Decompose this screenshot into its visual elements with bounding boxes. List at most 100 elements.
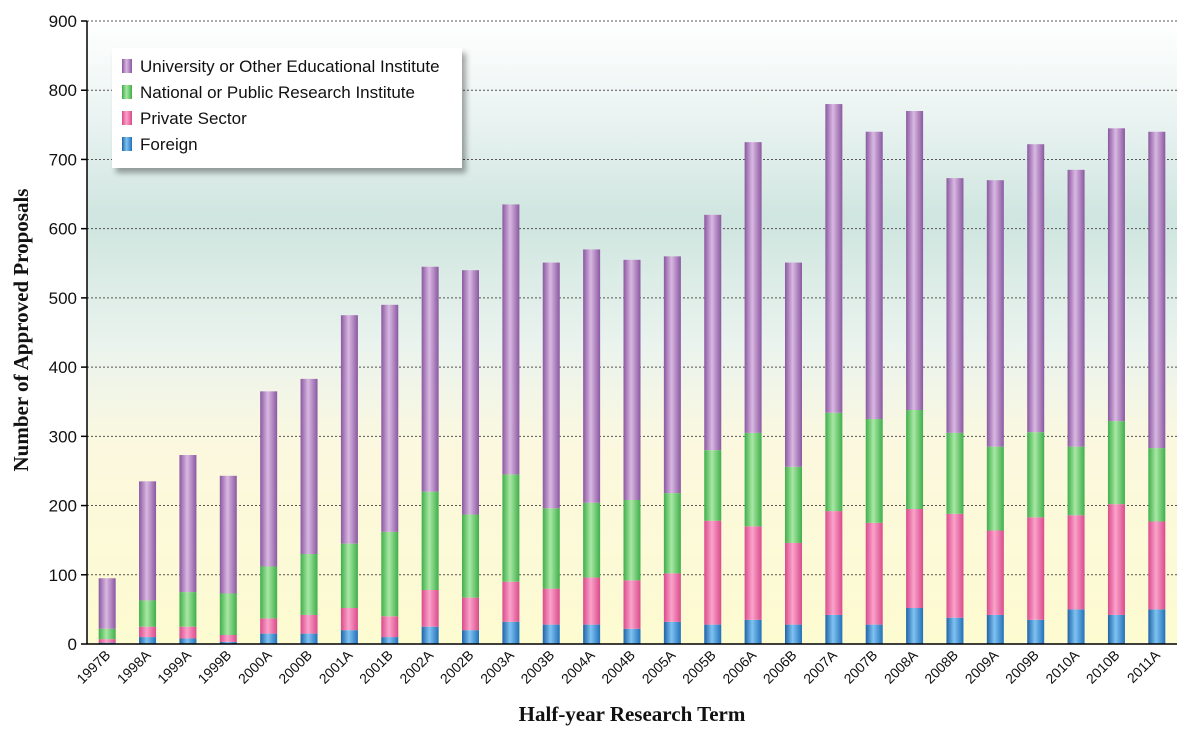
bar-university-or-other-educational-institute-1997b [98, 578, 116, 629]
bar-private-sector-1999b [219, 635, 237, 642]
legend-label-university-or-other-educational-institute: University or Other Educational Institut… [140, 57, 440, 76]
bar-national-or-public-research-institute-2011a [1148, 448, 1166, 522]
bar-national-or-public-research-institute-1999b [219, 593, 237, 636]
x-tick-label: 1997B [73, 647, 113, 687]
bar-stack-2008a [906, 110, 924, 644]
bar-foreign-2004a [583, 624, 601, 644]
bar-university-or-other-educational-institute-2001b [381, 304, 399, 532]
bar-private-sector-2004b [623, 580, 641, 629]
bar-foreign-2002a [421, 626, 439, 644]
legend-label-national-or-public-research-institute: National or Public Research Institute [140, 83, 415, 102]
y-tick-labels: 0 100 200 300 400 500 600 700 800 900 [49, 12, 87, 654]
bar-national-or-public-research-institute-2006a [744, 432, 762, 527]
bar-foreign-1999a [179, 638, 197, 644]
bar-national-or-public-research-institute-2004b [623, 500, 641, 581]
bar-foreign-2010a [1067, 609, 1085, 644]
bar-university-or-other-educational-institute-2008a [906, 110, 924, 411]
bar-national-or-public-research-institute-2006b [784, 466, 802, 543]
bar-national-or-public-research-institute-2008a [906, 410, 924, 510]
bar-foreign-2009b [1027, 619, 1045, 644]
x-tick-label: 2011A [1124, 646, 1164, 686]
x-tick-label: 2005B [679, 647, 719, 687]
x-tick-label: 2007B [840, 647, 880, 687]
bar-stack-2009a [986, 180, 1004, 644]
bar-private-sector-2008a [906, 509, 924, 609]
x-tick-label: 2008A [881, 646, 921, 686]
bar-stack-2000a [260, 391, 278, 644]
bar-foreign-2008b [946, 617, 964, 644]
bar-foreign-2008a [906, 608, 924, 644]
bar-stack-2011a [1148, 131, 1166, 644]
bar-stack-2005a [663, 256, 681, 644]
bar-stack-2007a [825, 104, 843, 644]
bar-national-or-public-research-institute-2002b [462, 514, 480, 598]
bar-stack-2004b [623, 259, 641, 644]
x-tick-label: 2006B [760, 647, 800, 687]
bar-national-or-public-research-institute-1999a [179, 592, 197, 627]
bar-private-sector-2006a [744, 526, 762, 620]
bar-national-or-public-research-institute-2003b [542, 508, 560, 589]
bar-national-or-public-research-institute-1998a [139, 600, 157, 627]
x-tick-label: 2008B [921, 647, 961, 687]
bar-national-or-public-research-institute-1997b [98, 628, 116, 640]
bar-foreign-2003b [542, 624, 560, 644]
y-tick-label: 400 [49, 358, 77, 377]
bar-foreign-2002b [462, 630, 480, 644]
legend: University or Other Educational Institut… [112, 48, 462, 168]
bar-stack-2002b [462, 270, 480, 644]
bar-stack-2003b [542, 262, 560, 644]
bar-stack-2010a [1067, 169, 1085, 644]
x-tick-label: 2002A [396, 646, 436, 686]
x-axis-title: Half-year Research Term [519, 702, 746, 726]
x-tick-label: 2010B [1083, 647, 1123, 687]
bar-foreign-1998a [139, 637, 157, 644]
x-tick-label: 2002B [437, 647, 477, 687]
bar-private-sector-2007a [825, 511, 843, 615]
bar-foreign-2006a [744, 619, 762, 644]
x-tick-label: 2009A [962, 646, 1002, 686]
y-tick-label: 900 [49, 12, 77, 31]
bar-foreign-2005a [663, 621, 681, 644]
bar-university-or-other-educational-institute-2001a [340, 315, 358, 544]
bar-university-or-other-educational-institute-2000a [260, 391, 278, 567]
x-tick-label: 2010A [1042, 646, 1082, 686]
bar-private-sector-2003b [542, 588, 560, 625]
bar-foreign-1999b [219, 641, 237, 644]
bar-foreign-2007a [825, 614, 843, 644]
bars [98, 104, 1166, 644]
bar-university-or-other-educational-institute-2002a [421, 266, 439, 492]
bar-private-sector-2006b [784, 542, 802, 625]
bar-stack-2008b [946, 178, 964, 644]
bar-university-or-other-educational-institute-2005b [704, 214, 722, 451]
bar-university-or-other-educational-institute-2009b [1027, 144, 1045, 433]
bar-stack-2009b [1027, 144, 1045, 644]
y-tick-label: 600 [49, 220, 77, 239]
x-tick-labels: 1997B 1998A 1999A 1999B 2000A 2000B 2001A 2001B… [73, 646, 1163, 686]
bar-national-or-public-research-institute-2004a [583, 502, 601, 578]
x-tick-label: 2003A [477, 646, 517, 686]
bar-national-or-public-research-institute-2000b [300, 554, 318, 615]
y-tick-label: 100 [49, 566, 77, 585]
bar-stack-2001b [381, 304, 399, 644]
bar-private-sector-2004a [583, 577, 601, 625]
bar-university-or-other-educational-institute-2005a [663, 256, 681, 494]
bar-private-sector-2002a [421, 590, 439, 627]
x-tick-label: 2006A [719, 646, 759, 686]
axes [86, 21, 1177, 645]
bar-stack-2004a [583, 249, 601, 644]
bar-national-or-public-research-institute-2008b [946, 432, 964, 514]
bar-university-or-other-educational-institute-2004a [583, 249, 601, 503]
bar-national-or-public-research-institute-2002a [421, 491, 439, 591]
bar-national-or-public-research-institute-2009a [986, 446, 1004, 531]
bar-foreign-2001b [381, 637, 399, 644]
legend-label-private-sector: Private Sector [140, 109, 247, 128]
x-tick-label: 2000A [235, 646, 275, 686]
bar-private-sector-2009a [986, 530, 1004, 615]
bar-stack-2001a [340, 315, 358, 644]
bar-national-or-public-research-institute-2010a [1067, 446, 1085, 516]
y-tick-label: 500 [49, 289, 77, 308]
x-tick-label: 2009B [1002, 647, 1042, 687]
x-tick-label: 2001B [356, 647, 396, 687]
